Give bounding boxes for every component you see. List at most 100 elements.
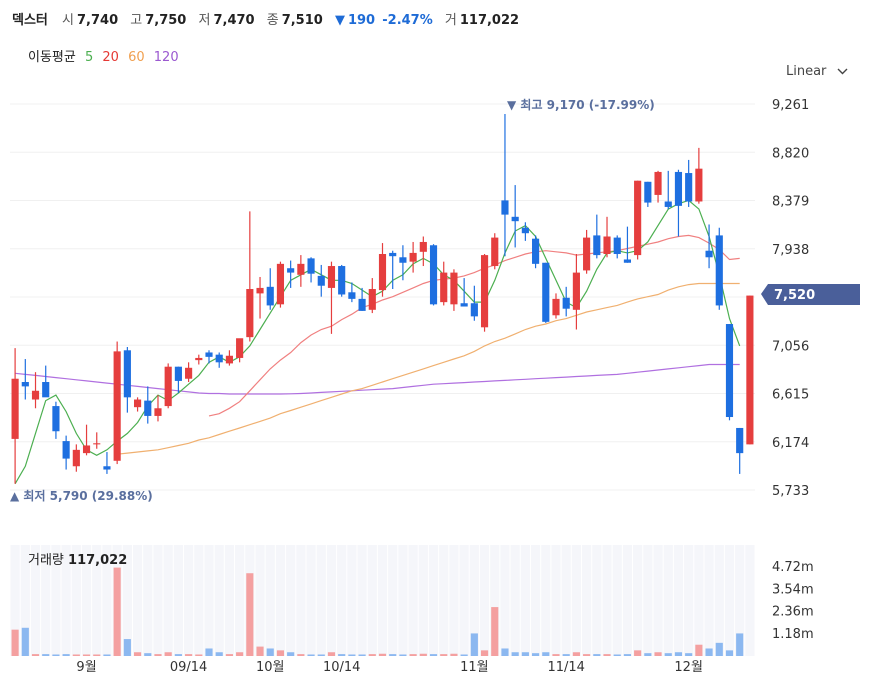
candle-body: [113, 351, 121, 461]
volume-bg-column: [643, 545, 653, 656]
volume-bar: [72, 654, 80, 656]
volume-bar: [674, 652, 683, 656]
volume-bar: [317, 654, 325, 656]
volume-bar: [154, 654, 162, 656]
candle-body: [82, 445, 91, 454]
volume-bg-column: [398, 545, 408, 656]
candle-body: [654, 171, 662, 195]
low-value: 7,470: [213, 13, 255, 28]
scale-mode-value: Linear: [786, 64, 827, 79]
y-tick-label: 6,174: [772, 436, 809, 451]
change-percent: -2.47%: [382, 13, 433, 28]
volume-bg-column: [255, 545, 265, 656]
volume-bar: [62, 654, 70, 656]
candle-body: [185, 367, 193, 379]
volume-bg-column: [20, 545, 30, 656]
volume-bar: [113, 567, 121, 656]
candle-body: [664, 201, 672, 207]
moving-average-legend[interactable]: 이동평균 5 20 60 120: [28, 46, 184, 65]
candle-body: [480, 255, 489, 328]
candle-body: [450, 272, 458, 305]
ma-5-legend[interactable]: 5: [84, 50, 94, 65]
volume-bg-column: [102, 545, 112, 656]
volume-bg-column: [745, 545, 755, 656]
volume-bg-column: [143, 545, 153, 656]
volume-bg-column: [194, 545, 204, 656]
candle-body: [440, 272, 448, 303]
volume-bar: [266, 648, 274, 656]
volume-bg-column: [377, 545, 388, 656]
volume-bg-column: [275, 545, 286, 656]
close-label: 종: [266, 13, 279, 28]
volume-bg-column: [357, 545, 367, 656]
volume-bar: [103, 654, 111, 656]
volume-bar: [236, 652, 244, 656]
ma-120-legend[interactable]: 120: [153, 50, 179, 65]
volume-bg-column: [490, 545, 500, 656]
volume-bg-column: [122, 545, 132, 656]
volume-tick-label: 4.72m: [772, 560, 814, 575]
volume-bg-column: [724, 545, 735, 656]
candle-body: [460, 303, 468, 307]
volume-bg-column: [316, 545, 326, 656]
volume-bg-column: [132, 545, 143, 656]
volume-bar: [144, 653, 152, 656]
volume-bar: [21, 627, 29, 656]
ma-20-legend[interactable]: 20: [102, 50, 119, 65]
volume-bg-column: [388, 545, 398, 656]
volume-bg-column: [51, 545, 61, 656]
candle-body: [164, 366, 172, 407]
y-tick-label: 8,379: [772, 195, 809, 210]
candle-body: [603, 236, 611, 255]
open-value: 7,740: [77, 13, 119, 28]
candle-body: [542, 262, 550, 322]
candle-body: [236, 338, 244, 358]
volume-bg-column: [286, 545, 296, 656]
volume-bar: [521, 652, 529, 656]
high-value: 7,750: [145, 13, 187, 28]
volume-bar: [358, 654, 366, 656]
candle-body: [276, 263, 285, 305]
current-price-tag: 7,520: [761, 284, 860, 305]
volume-chart-label: 거래량: [28, 553, 64, 568]
volume-bg-column: [714, 545, 724, 656]
x-tick-label: 11/14: [547, 660, 584, 675]
candle-body: [623, 259, 632, 263]
volume-bg-column: [520, 545, 530, 656]
volume-bar: [42, 654, 50, 656]
volume-bg-column: [224, 545, 235, 656]
volume-bar: [82, 654, 91, 656]
candle-body: [21, 382, 29, 387]
volume-bar: [174, 654, 182, 656]
ma-60-legend[interactable]: 60: [128, 50, 145, 65]
candle-body: [562, 297, 570, 309]
volume-title: 거래량 117,022: [28, 549, 127, 568]
volume-bar: [685, 653, 693, 656]
volume-bg-column: [582, 545, 592, 656]
candle-body: [256, 287, 264, 294]
volume-bg-column: [704, 545, 714, 656]
volume-bar: [225, 654, 233, 656]
volume-bar: [276, 650, 285, 656]
volume-bg-column: [326, 545, 337, 656]
volume-bg-column: [214, 545, 224, 656]
volume-bar: [297, 654, 305, 656]
candle-body: [174, 366, 182, 381]
volume-bg-column: [469, 545, 479, 656]
volume-bg-column: [296, 545, 306, 656]
high-label: 고: [130, 13, 143, 28]
candle-body: [644, 181, 652, 203]
scale-mode-select[interactable]: Linear: [786, 64, 848, 79]
volume-bg-column: [612, 545, 622, 656]
x-tick-label: 12월: [674, 660, 703, 675]
volume-bar: [583, 654, 591, 656]
candle-body: [215, 354, 223, 363]
volume-bar: [725, 650, 734, 656]
close-value: 7,510: [281, 13, 323, 28]
volume-bar: [460, 654, 468, 656]
volume-bg-column: [684, 545, 694, 656]
volume-bg-column: [163, 545, 173, 656]
volume-value: 117,022: [459, 13, 520, 28]
candle-body: [532, 238, 540, 264]
